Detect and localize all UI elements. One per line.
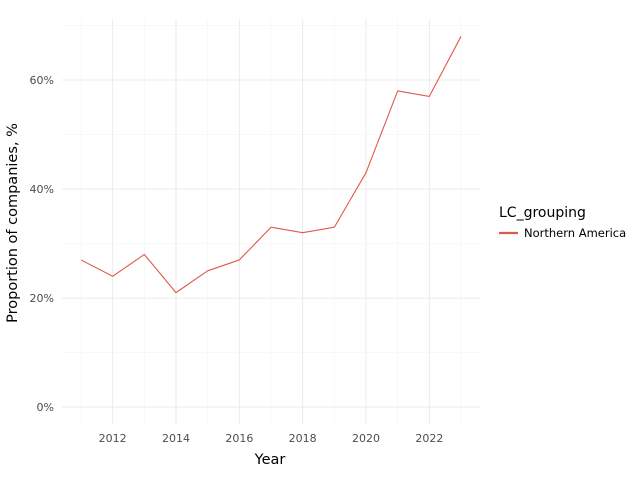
- x-tick-label: 2016: [225, 432, 253, 445]
- y-axis-title: Proportion of companies, %: [5, 123, 21, 323]
- x-axis-ticks: 2012 2014 2016 2018 2020 2022: [99, 432, 444, 445]
- y-tick-label: 20%: [30, 292, 54, 305]
- legend: LC_grouping Northern America: [499, 205, 626, 240]
- legend-items: Northern America: [499, 226, 626, 240]
- legend-label: Northern America: [524, 226, 626, 240]
- y-tick-label: 0%: [37, 401, 54, 414]
- x-tick-label: 2014: [162, 432, 190, 445]
- x-tick-label: 2020: [352, 432, 380, 445]
- x-tick-label: 2018: [289, 432, 317, 445]
- y-axis-ticks: 0% 20% 40% 60%: [30, 74, 54, 414]
- y-tick-label: 40%: [30, 183, 54, 196]
- y-tick-label: 60%: [30, 74, 54, 87]
- x-tick-label: 2022: [415, 432, 443, 445]
- x-axis-title: Year: [254, 452, 286, 468]
- legend-title: LC_grouping: [499, 205, 586, 221]
- x-tick-label: 2012: [99, 432, 127, 445]
